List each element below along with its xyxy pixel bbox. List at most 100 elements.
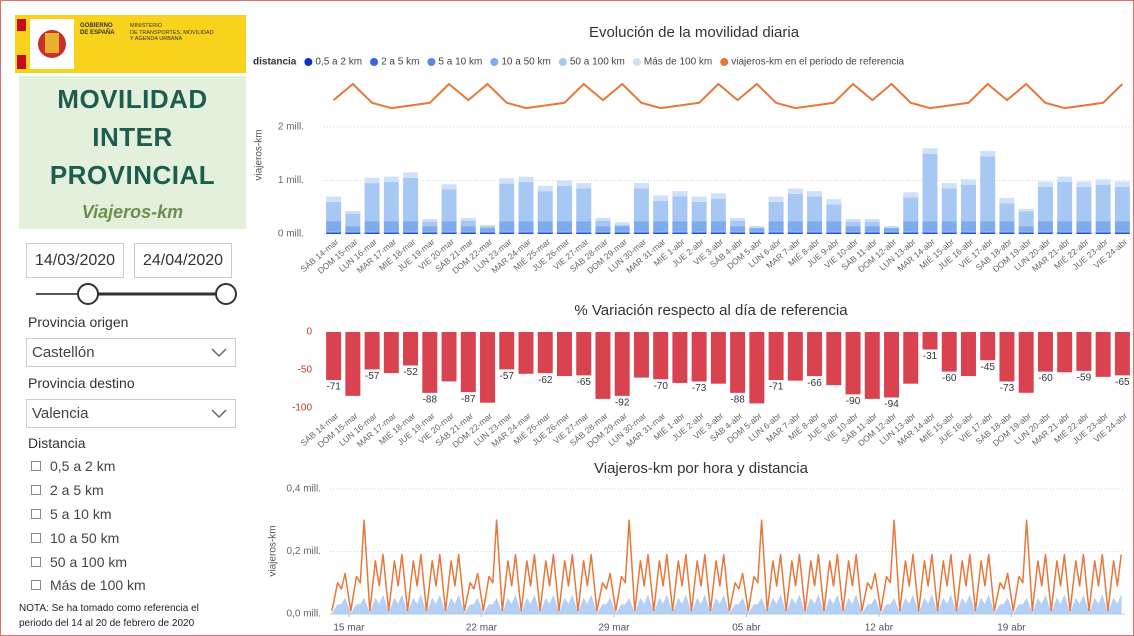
bar-segment bbox=[999, 203, 1015, 222]
slider-handle[interactable] bbox=[77, 283, 99, 305]
bar-segment bbox=[807, 231, 823, 233]
note: NOTA: Se ha tomado como referencia el pe… bbox=[19, 601, 247, 631]
bar-segment bbox=[960, 233, 976, 234]
ministry-name: MINISTERIO DE TRANSPORTES, MOVILIDAD Y A… bbox=[130, 23, 214, 43]
slider-handle[interactable] bbox=[215, 283, 237, 305]
bar-segment bbox=[1037, 233, 1053, 234]
data-label: -62 bbox=[538, 375, 553, 386]
bar-segment bbox=[345, 233, 361, 234]
bar-segment bbox=[826, 231, 842, 233]
bar-segment bbox=[460, 217, 476, 221]
checkbox-option[interactable]: 50 a 100 km bbox=[31, 554, 127, 570]
chevron bbox=[211, 348, 227, 358]
checkbox-option[interactable]: 5 a 10 km bbox=[31, 506, 111, 522]
bar-segment bbox=[460, 232, 476, 234]
data-label-bg bbox=[803, 376, 826, 390]
bar-segment bbox=[999, 231, 1015, 233]
coat-of-arms bbox=[17, 19, 74, 69]
checkbox-option[interactable]: Más de 100 km bbox=[31, 577, 146, 593]
bar-segment bbox=[537, 233, 553, 234]
bar-segment bbox=[537, 185, 553, 192]
bar-segment bbox=[1037, 186, 1053, 222]
bar-segment bbox=[807, 196, 823, 222]
bar-segment bbox=[326, 201, 342, 222]
bar-segment bbox=[864, 231, 880, 233]
bar-segment bbox=[1018, 208, 1034, 212]
bar-segment bbox=[960, 232, 976, 234]
start-date[interactable]: 14/03/2020 bbox=[26, 243, 124, 278]
bar-segment bbox=[441, 231, 457, 233]
bar-segment bbox=[1057, 176, 1073, 183]
option-label: Más de 100 km bbox=[50, 577, 146, 593]
chevron bbox=[211, 409, 227, 419]
dropdown[interactable]: Valencia bbox=[26, 399, 236, 428]
legend-label: 0,5 a 2 km bbox=[315, 57, 362, 68]
legend-swatch bbox=[632, 58, 641, 66]
data-label: -57 bbox=[500, 371, 515, 382]
bar-segment bbox=[787, 221, 803, 232]
bar-segment bbox=[1076, 221, 1092, 232]
legend-label: 50 a 100 km bbox=[570, 57, 625, 68]
bar-segment bbox=[614, 233, 630, 234]
government-line: GOBIERNO bbox=[80, 23, 113, 29]
checkbox-option[interactable]: 10 a 50 km bbox=[31, 530, 119, 546]
bar-segment bbox=[672, 191, 688, 197]
data-label: -66 bbox=[807, 378, 822, 389]
data-label-bg bbox=[995, 381, 1018, 395]
government-line: DE ESPAÑA bbox=[80, 30, 115, 36]
chart-title: Evolución de la movilidad diaria bbox=[589, 24, 800, 41]
bar bbox=[499, 332, 515, 376]
legend-label: 10 a 50 km bbox=[501, 57, 550, 68]
bar-segment bbox=[595, 226, 611, 232]
bar-segment bbox=[364, 183, 380, 222]
bar bbox=[383, 332, 399, 374]
ministry-line: MINISTERIO bbox=[130, 23, 163, 29]
bar-segment bbox=[710, 233, 726, 234]
data-label-bg bbox=[572, 375, 595, 389]
bar-segment bbox=[383, 231, 399, 233]
bar-segment bbox=[903, 232, 919, 234]
bar-segment bbox=[710, 221, 726, 232]
bar-segment bbox=[749, 227, 765, 229]
bar-segment bbox=[999, 198, 1015, 204]
bar-segment bbox=[1018, 231, 1034, 233]
bar-segment bbox=[768, 231, 784, 233]
data-label: -57 bbox=[365, 371, 380, 382]
y-tick-label: 0,0 mill. bbox=[287, 609, 321, 620]
bar-segment bbox=[787, 232, 803, 234]
data-label: -45 bbox=[980, 362, 995, 373]
end-date[interactable]: 24/04/2020 bbox=[134, 243, 232, 278]
bar-segment bbox=[884, 233, 900, 234]
data-label-bg bbox=[919, 349, 941, 363]
bar-segment bbox=[749, 232, 765, 234]
checkbox-option[interactable]: 0,5 a 2 km bbox=[31, 458, 115, 474]
bar-segment bbox=[537, 231, 553, 233]
bar bbox=[460, 332, 476, 399]
bar-segment bbox=[691, 196, 707, 202]
bar-segment bbox=[556, 185, 572, 222]
data-label-bg bbox=[880, 397, 903, 411]
legend-swatch bbox=[558, 58, 567, 66]
bar-segment bbox=[422, 233, 438, 234]
bar bbox=[807, 332, 823, 383]
bar-segment bbox=[980, 231, 996, 233]
data-label-bg bbox=[611, 395, 634, 409]
bar-segment bbox=[826, 233, 842, 234]
bar-segment bbox=[499, 183, 515, 222]
dropdown[interactable]: Castellón bbox=[26, 338, 236, 367]
chart-title: % Variación respecto al día de referenci… bbox=[574, 302, 848, 319]
bar-segment bbox=[787, 193, 803, 222]
bar-segment bbox=[826, 221, 842, 232]
date-slider[interactable] bbox=[26, 281, 246, 307]
legend-label: 2 a 5 km bbox=[381, 57, 419, 68]
bar-segment bbox=[633, 183, 649, 189]
bar-segment bbox=[595, 232, 611, 234]
bar-segment bbox=[884, 232, 900, 234]
bar-segment bbox=[1114, 186, 1130, 222]
data-label-bg bbox=[361, 369, 384, 383]
bar-segment bbox=[807, 191, 823, 197]
bar-segment bbox=[460, 231, 476, 233]
bar-segment bbox=[403, 233, 419, 234]
data-label: -88 bbox=[730, 395, 745, 406]
checkbox-option[interactable]: 2 a 5 km bbox=[31, 482, 104, 498]
